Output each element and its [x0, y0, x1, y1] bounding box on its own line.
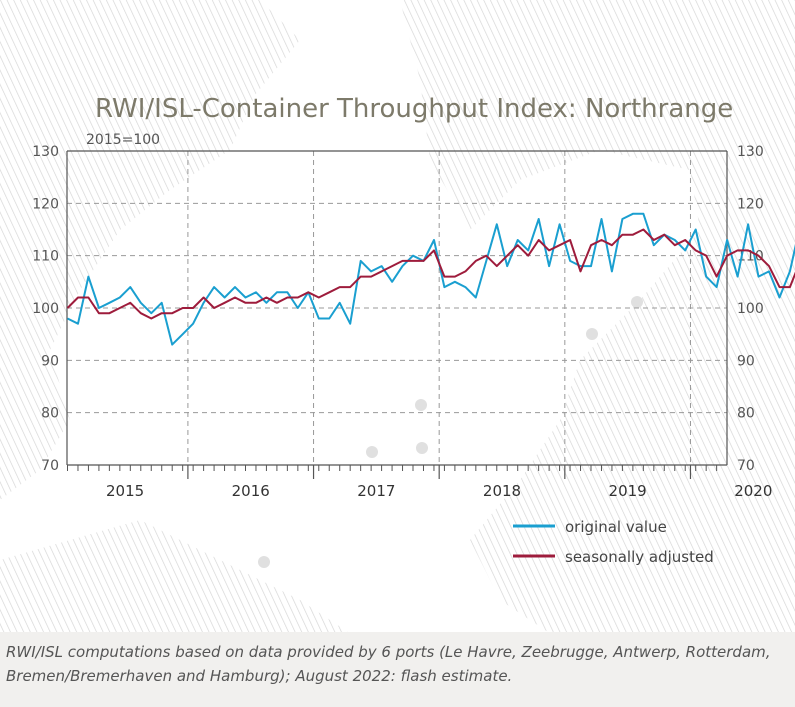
year-labels: 20152016201720182019202020212022 [106, 482, 772, 500]
y-tick-label-right: 90 [737, 353, 755, 369]
y-tick-label-right: 70 [737, 458, 755, 474]
year-label: 2020 [734, 482, 772, 500]
y-tick-label-left: 70 [41, 458, 59, 474]
y-tick-label-left: 100 [32, 301, 59, 317]
y-tick-label-right: 80 [737, 406, 755, 422]
y-tick-label-right: 130 [737, 144, 764, 160]
legend: original value seasonally adjusted [513, 518, 714, 566]
year-label: 2015 [106, 482, 144, 500]
source-note: RWI/ISL computations based on data provi… [0, 632, 795, 707]
y-tick-label-right: 120 [737, 196, 764, 212]
y-tick-label-left: 80 [41, 406, 59, 422]
y-tick-label-left: 130 [32, 144, 59, 160]
series-lines [66, 212, 795, 346]
year-label: 2017 [357, 482, 395, 500]
y-tick-label-right: 110 [737, 249, 764, 265]
chart-title: RWI/ISL-Container Throughput Index: Nort… [95, 94, 733, 124]
y-tick-label-left: 90 [41, 353, 59, 369]
y-tick-label-left: 120 [32, 196, 59, 212]
y-tick-label-right: 100 [737, 301, 764, 317]
y-tick-label-left: 110 [32, 249, 59, 265]
map-background [0, 0, 795, 640]
year-label: 2018 [483, 482, 521, 500]
chart-subtitle: 2015=100 [86, 132, 160, 148]
series-line-seasonally-adjusted [66, 228, 795, 320]
y-tick-labels: 130 130 120 120 110 110 100 100 90 90 80 80 70 70 [32, 144, 763, 474]
legend-label-original: original value [565, 518, 667, 536]
legend-label-adjusted: seasonally adjusted [565, 548, 714, 566]
x-tick-marks [67, 465, 718, 479]
year-label: 2019 [609, 482, 647, 500]
axes [66, 150, 728, 466]
year-label: 2016 [232, 482, 270, 500]
